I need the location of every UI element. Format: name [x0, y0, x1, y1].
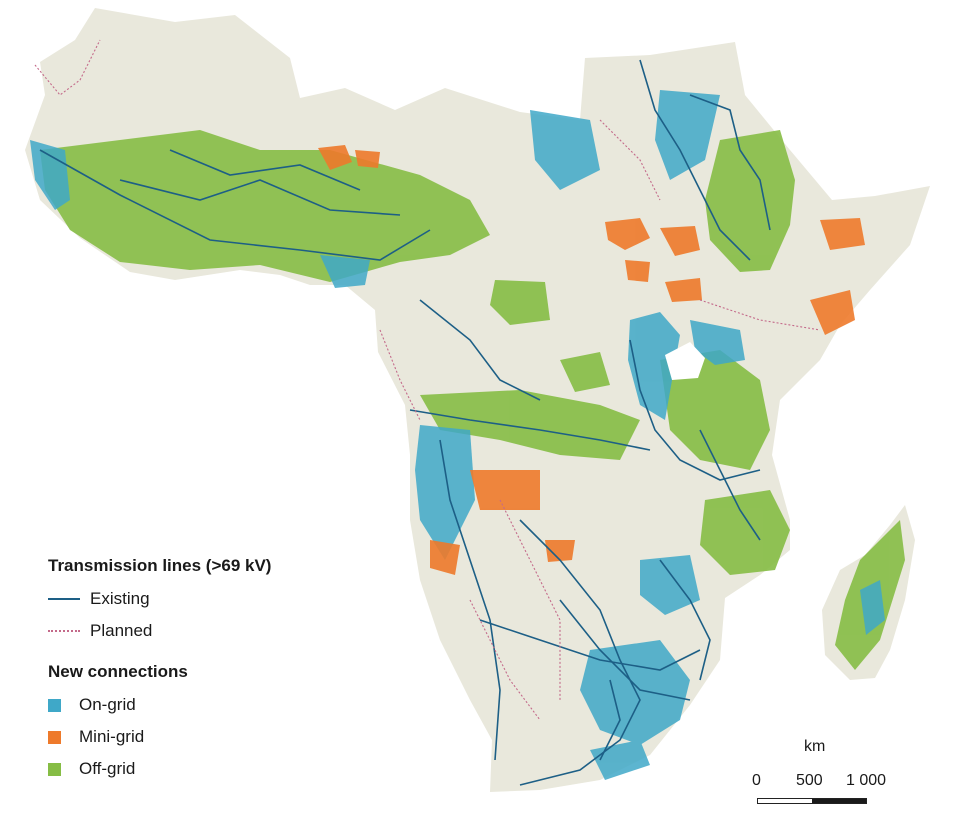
planned-line-symbol	[48, 630, 80, 632]
off-grid-swatch	[48, 762, 61, 776]
scale-tick-0: 0	[752, 772, 761, 789]
scale-bar-graphic	[757, 798, 867, 804]
on-grid-label: On-grid	[79, 695, 136, 714]
mini-grid-label: Mini-grid	[79, 727, 145, 746]
lake-victoria	[665, 342, 705, 380]
mini-grid-regions	[318, 145, 865, 575]
scale-tick-500: 500	[796, 772, 823, 789]
map-legend: Transmission lines (>69 kV) Existing Pla…	[48, 556, 308, 792]
legend-mini-grid: Mini-grid	[48, 727, 308, 746]
existing-transmission-lines	[39, 59, 771, 786]
legend-planned: Planned	[48, 621, 308, 640]
on-grid-swatch	[48, 698, 61, 712]
scale-unit: km	[804, 738, 826, 755]
transmission-legend-title: Transmission lines (>69 kV)	[48, 556, 272, 575]
existing-line-symbol	[48, 598, 80, 600]
existing-label: Existing	[90, 589, 150, 608]
scale-segment-black	[812, 799, 866, 803]
legend-on-grid: On-grid	[48, 695, 308, 714]
scale-tick-1000: 1 000	[846, 772, 887, 789]
mini-grid-swatch	[48, 730, 61, 744]
off-grid-label: Off-grid	[79, 759, 136, 778]
connections-legend-title: New connections	[48, 662, 188, 681]
planned-label: Planned	[90, 621, 153, 640]
scale-bar: km 0 500 1 000	[752, 738, 892, 808]
scale-segment-white	[758, 799, 812, 803]
planned-transmission-lines	[34, 39, 821, 721]
legend-off-grid: Off-grid	[48, 759, 308, 778]
legend-existing: Existing	[48, 589, 308, 608]
